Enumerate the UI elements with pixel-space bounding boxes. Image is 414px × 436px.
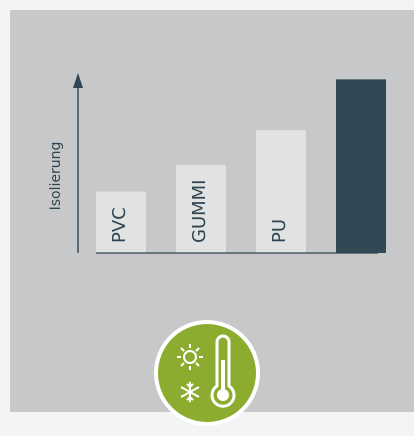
bar-pvc [96, 191, 146, 253]
y-axis-arrow [73, 73, 83, 88]
bar-label-pu: PU [269, 219, 290, 243]
badge-circle [158, 324, 256, 422]
bar-label-pvc: PVC [109, 207, 130, 243]
temperature-badge [154, 320, 260, 426]
sun-icon [177, 344, 203, 370]
y-axis-label: Isolierung [48, 142, 64, 211]
bar-gummi [176, 164, 226, 253]
bar-highlight [336, 79, 386, 253]
thermometer-icon [210, 334, 236, 408]
bar-pu [256, 130, 306, 253]
snowflake-icon [180, 382, 200, 402]
bar-label-gummi: GUMMI [189, 180, 210, 244]
